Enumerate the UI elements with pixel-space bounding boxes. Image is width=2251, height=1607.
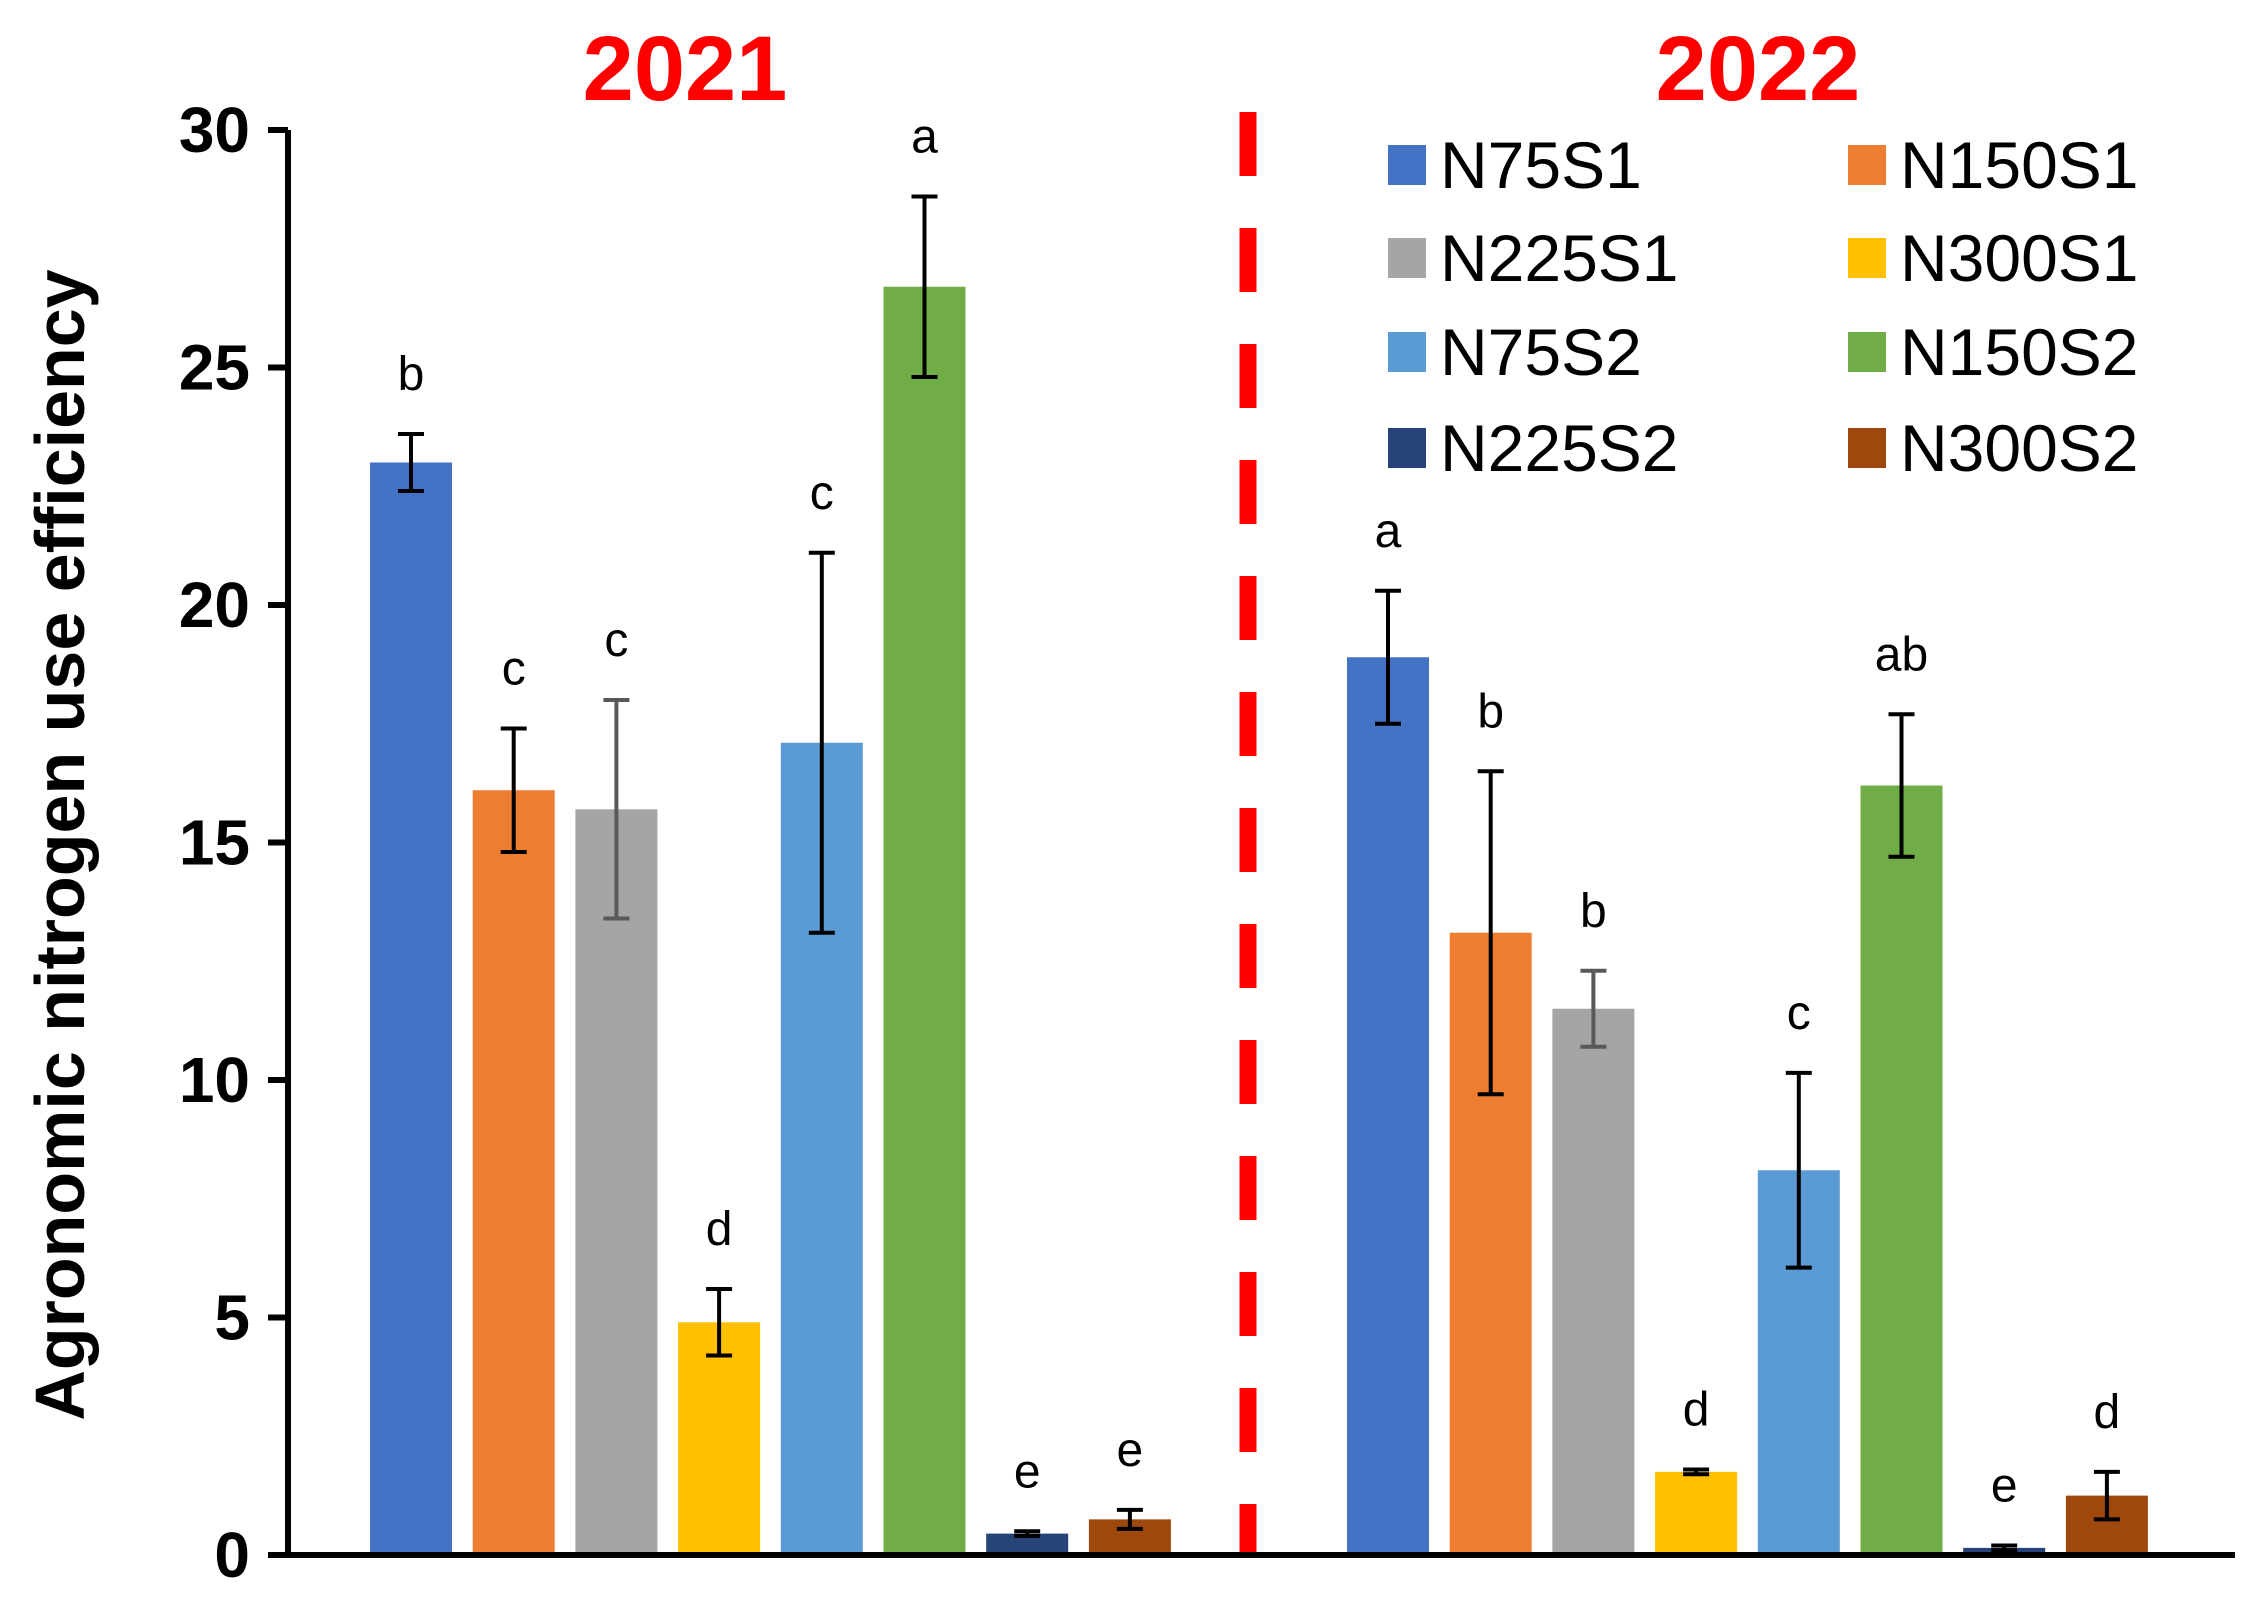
- y-tick-label: 0: [214, 1519, 250, 1591]
- bar-2021-N300S1: [678, 1322, 761, 1555]
- legend-swatch: [1848, 332, 1886, 372]
- significance-letter: d: [1683, 1384, 1710, 1437]
- legend-label: N225S2: [1440, 411, 1679, 485]
- legend-label: N300S2: [1900, 411, 2139, 485]
- year-label: 2022: [1656, 18, 1861, 120]
- legend-swatch: [1848, 238, 1886, 278]
- significance-letter: b: [1477, 685, 1504, 738]
- bar-2021-N225S2: [986, 1533, 1069, 1555]
- significance-letter: c: [810, 467, 834, 520]
- significance-letter: c: [1787, 987, 1811, 1040]
- legend-swatch: [1848, 145, 1886, 185]
- significance-letter: d: [706, 1203, 733, 1256]
- significance-letter: a: [1375, 505, 1402, 558]
- significance-letter: a: [911, 111, 938, 164]
- bar-2021-N150S1: [472, 790, 555, 1555]
- bar-2021-N150S2: [883, 286, 966, 1555]
- legend-label: N75S1: [1440, 128, 1642, 202]
- y-tick-label: 10: [179, 1044, 250, 1116]
- significance-letter: b: [1580, 885, 1607, 938]
- legend-swatch: [1388, 332, 1426, 372]
- bar-2022-N75S1: [1347, 657, 1429, 1555]
- significance-letter: e: [1014, 1445, 1041, 1498]
- y-tick-label: 20: [179, 569, 250, 641]
- significance-letter: b: [398, 348, 425, 401]
- legend-label: N225S1: [1440, 221, 1679, 295]
- significance-letter: c: [502, 643, 526, 696]
- bar-2022-N225S1: [1552, 1008, 1635, 1555]
- y-tick-label: 5: [214, 1282, 250, 1354]
- year-label: 2021: [583, 18, 788, 120]
- legend: N75S1 N150S1 N225S1 N300S1 N75S2 N150S2 N225S2…: [1388, 128, 2139, 485]
- legend-swatch: [1388, 145, 1426, 185]
- bar-2021-N75S1: [370, 462, 452, 1555]
- legend-label: N300S1: [1900, 221, 2139, 295]
- y-tick-label: 25: [179, 332, 250, 404]
- significance-letter: d: [2094, 1386, 2121, 1439]
- significance-letter: e: [1117, 1424, 1144, 1477]
- y-axis-ticks: 0 5 10 15 20 25 30: [179, 94, 288, 1591]
- year-labels: 2021 2022: [583, 18, 1861, 120]
- significance-letter: ab: [1875, 628, 1928, 681]
- y-tick-label: 30: [179, 94, 250, 166]
- significance-letter: c: [604, 614, 628, 667]
- y-axis-label: Agronomic nitrogen use efficiency: [21, 269, 99, 1420]
- significance-letter: e: [1991, 1460, 2018, 1513]
- legend-swatch: [1388, 428, 1426, 468]
- y-tick-label: 15: [179, 807, 250, 879]
- bar-2021-N225S1: [575, 809, 658, 1555]
- bar-2022-N300S1: [1655, 1471, 1738, 1555]
- legend-label: N150S2: [1900, 315, 2139, 389]
- bar-2022-N150S2: [1860, 785, 1943, 1555]
- legend-swatch: [1388, 238, 1426, 278]
- legend-label: N75S2: [1440, 315, 1642, 389]
- legend-label: N150S1: [1900, 128, 2139, 202]
- legend-swatch: [1848, 428, 1886, 468]
